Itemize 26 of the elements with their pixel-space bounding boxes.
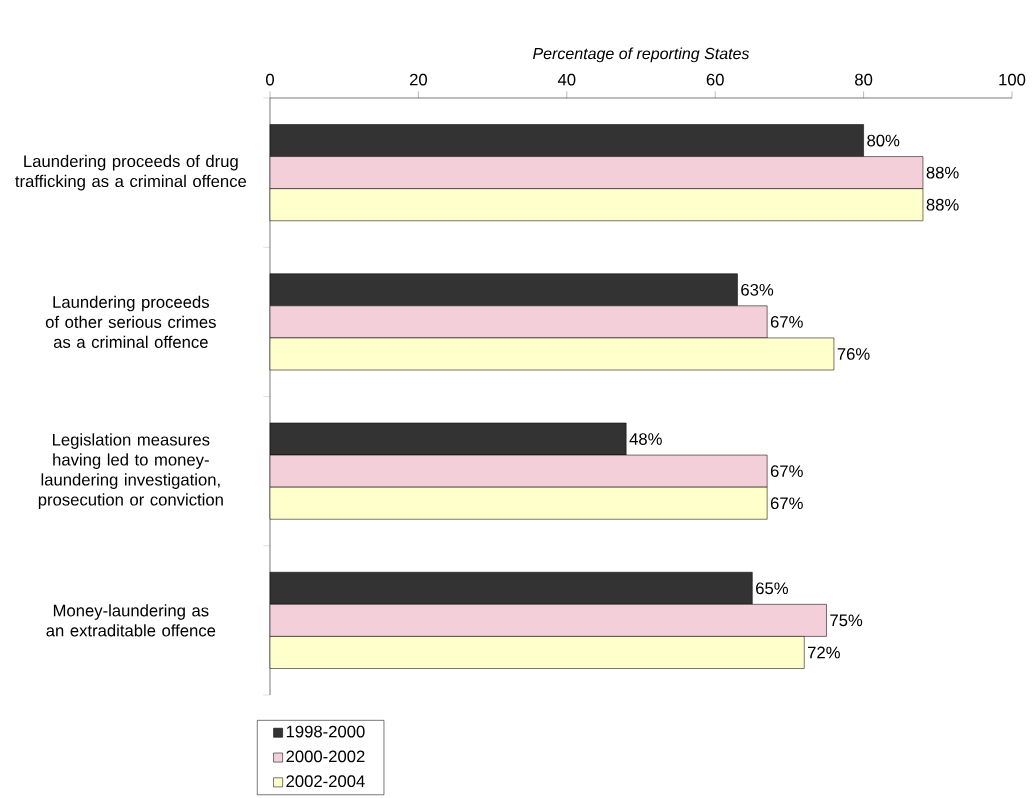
x-tick-label: 60 [706,73,724,86]
data-label: 65% [756,582,788,595]
data-label: 67% [770,315,803,328]
data-label: 75% [830,614,863,627]
data-label: 67% [770,465,803,478]
y-tick-label: Legislation measures having led to money-laundering investigation, prosecution or conviction [38,433,223,509]
legend-label: 1998-2000 [286,725,365,738]
legend-label: 2000-2002 [286,750,365,763]
x-tick-label: 80 [855,73,873,86]
y-tick-label: Laundering proceeds of drug trafficking as a criminal offence [15,154,247,191]
data-label: 67% [770,497,803,510]
x-tick-label: 0 [266,73,274,86]
x-tick-label: 100 [999,73,1026,86]
legend-label: 2002-2004 [286,775,365,788]
y-tick-label: Laundering proceeds of other serious crimes as a criminal offence [45,295,216,348]
data-label: 88% [926,166,959,179]
data-label: 88% [926,198,959,211]
x-tick-label: 40 [557,73,576,86]
y-tick-label: Money-laundering as an extraditable offence [46,604,216,637]
data-label: 48% [629,433,662,445]
data-label: 80% [867,134,900,147]
data-label: 72% [808,646,840,659]
data-label: 76% [837,348,870,360]
x-axis-title: Percentage of reporting States [532,47,750,63]
x-tick-label: 20 [409,73,428,86]
data-label: 63% [741,283,774,296]
